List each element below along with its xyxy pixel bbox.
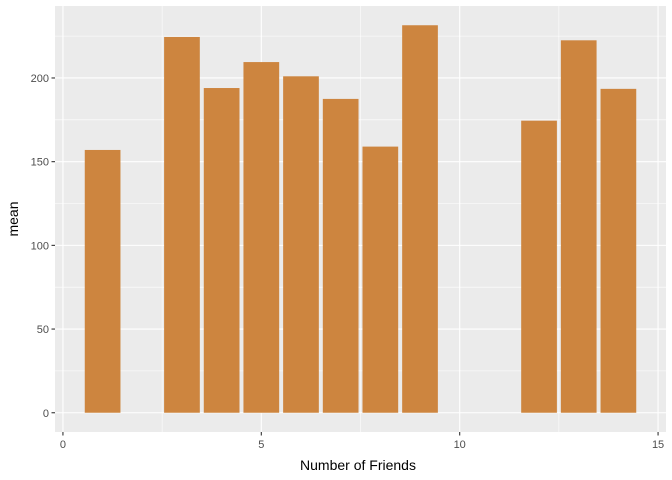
bar	[203, 88, 240, 413]
y-tick-label: 0	[43, 408, 49, 420]
bar	[283, 76, 319, 413]
y-tick-label: 200	[31, 73, 49, 85]
y-tick-label: 50	[37, 324, 49, 336]
y-axis-title: mean	[5, 201, 21, 236]
bar	[362, 146, 399, 413]
x-tick-label: 0	[60, 439, 66, 451]
bar	[521, 120, 557, 413]
x-axis-title: Number of Friends	[300, 457, 416, 473]
y-axis: 0 50 100 150 200	[31, 73, 55, 420]
x-axis: 0 5 10 15	[60, 432, 664, 451]
x-tick-label: 10	[454, 439, 466, 451]
x-tick-label: 5	[258, 439, 264, 451]
x-tick-label: 15	[652, 439, 664, 451]
bars	[84, 25, 637, 413]
bar	[84, 149, 121, 413]
bar	[600, 88, 637, 413]
bar	[322, 98, 359, 413]
bar	[560, 40, 597, 413]
bar	[402, 25, 438, 413]
y-tick-label: 100	[31, 240, 49, 252]
y-tick-label: 150	[31, 157, 49, 169]
bar	[243, 62, 280, 413]
bar	[164, 36, 200, 413]
